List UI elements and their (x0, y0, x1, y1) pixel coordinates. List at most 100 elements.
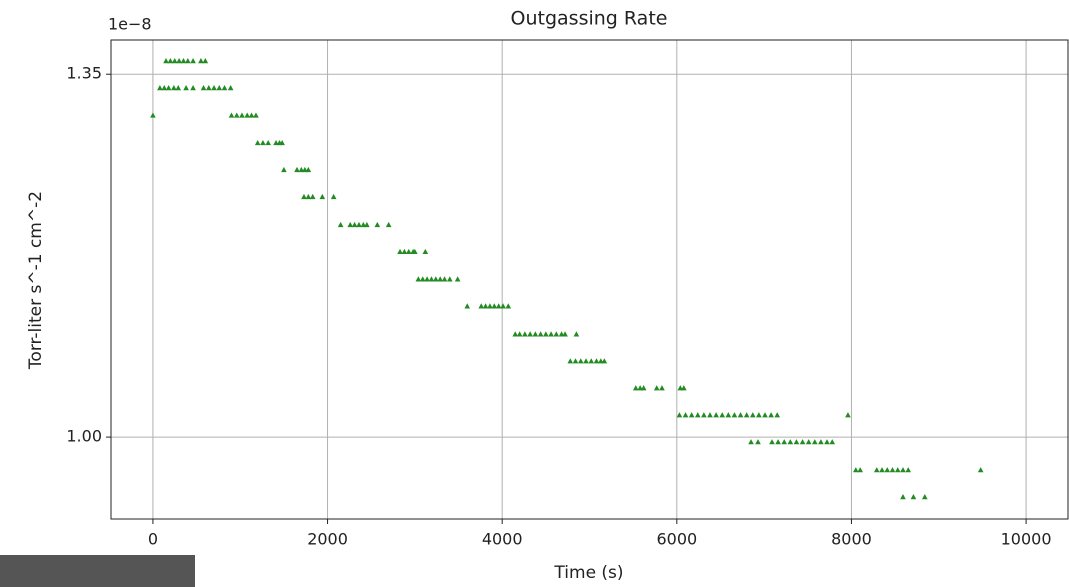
point (406, 249, 412, 254)
point (150, 112, 156, 117)
point (198, 58, 204, 63)
point (517, 331, 523, 336)
point (512, 331, 518, 336)
point (829, 439, 835, 444)
point (239, 112, 245, 117)
point (578, 358, 584, 363)
point (806, 439, 812, 444)
point (538, 331, 544, 336)
point (812, 439, 818, 444)
point (845, 412, 851, 417)
point (713, 412, 719, 417)
corner-thumbnail (0, 555, 195, 587)
point (769, 439, 775, 444)
point (879, 467, 885, 472)
point (172, 58, 178, 63)
point (588, 358, 594, 363)
point (900, 494, 906, 499)
point (543, 331, 549, 336)
point (190, 85, 196, 90)
point (900, 467, 906, 472)
point (574, 331, 580, 336)
point (853, 467, 859, 472)
point (281, 167, 287, 172)
point (719, 412, 725, 417)
point (884, 467, 890, 472)
point (905, 467, 911, 472)
point (255, 140, 261, 145)
point (244, 112, 250, 117)
point (352, 222, 358, 227)
point (659, 385, 665, 390)
point (168, 58, 174, 63)
chart-title: Outgassing Rate (511, 8, 668, 30)
point (750, 412, 756, 417)
point (253, 112, 259, 117)
point (554, 331, 560, 336)
point (748, 439, 754, 444)
point (732, 412, 738, 417)
point (157, 85, 163, 90)
point (500, 303, 506, 308)
x-tick-label: 10000 (1001, 530, 1052, 549)
point (775, 439, 781, 444)
point (163, 58, 169, 63)
point (206, 85, 212, 90)
point (824, 439, 830, 444)
point (726, 412, 732, 417)
point (895, 467, 901, 472)
point (478, 303, 484, 308)
point (689, 412, 695, 417)
x-tick-label: 4000 (482, 530, 523, 549)
x-tick-label: 2000 (307, 530, 348, 549)
point (310, 194, 316, 199)
point (744, 412, 750, 417)
point (161, 85, 167, 90)
point (201, 85, 207, 90)
point (375, 222, 381, 227)
point (857, 467, 863, 472)
point (641, 385, 647, 390)
point (455, 276, 461, 281)
plot-frame (111, 40, 1068, 519)
point (175, 85, 181, 90)
point (602, 358, 608, 363)
point (260, 140, 266, 145)
point (594, 358, 600, 363)
point (978, 467, 984, 472)
point (781, 439, 787, 444)
point (654, 385, 660, 390)
point (203, 58, 209, 63)
point (701, 412, 707, 417)
point (423, 249, 429, 254)
x-tick-label: 0 (148, 530, 158, 549)
y-tick-label: 1.35 (66, 64, 102, 83)
chart: Outgassing Rate Time (s) Torr-liter s^-1… (0, 0, 1069, 587)
point (756, 412, 762, 417)
point (762, 412, 768, 417)
point (386, 222, 392, 227)
point (402, 249, 408, 254)
y-offset-label: 1e−8 (108, 15, 152, 34)
point (301, 194, 307, 199)
point (320, 194, 326, 199)
point (229, 112, 235, 117)
point (185, 58, 191, 63)
point (437, 276, 443, 281)
point (331, 194, 337, 199)
point (166, 85, 172, 90)
point (683, 412, 689, 417)
point (211, 85, 217, 90)
point (695, 412, 701, 417)
point (496, 303, 502, 308)
point (397, 249, 403, 254)
point (176, 58, 182, 63)
point (774, 412, 780, 417)
point (788, 439, 794, 444)
point (527, 331, 533, 336)
point (890, 467, 896, 472)
point (228, 85, 234, 90)
point (306, 194, 312, 199)
point (567, 358, 573, 363)
point (794, 439, 800, 444)
